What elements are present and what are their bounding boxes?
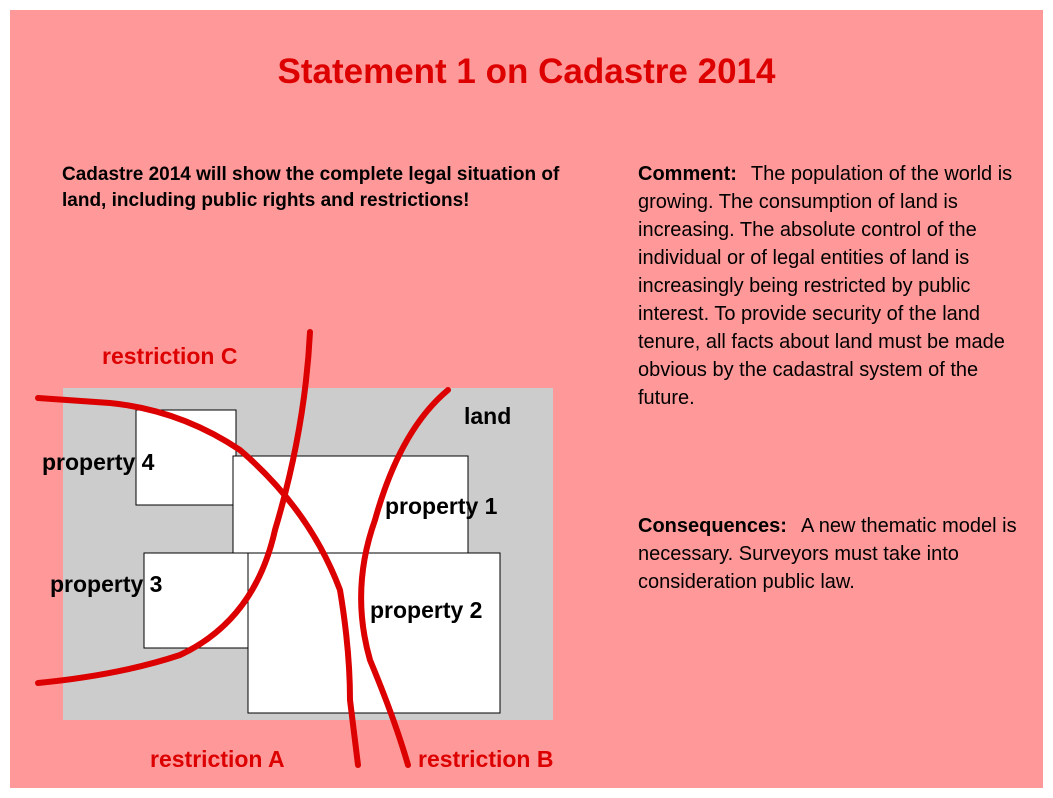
restriction-label: restriction B [418,746,553,772]
comment-text: The population of the world is growing. … [638,163,1013,409]
property-label: property 4 [42,449,155,475]
property-box [135,409,237,506]
diagram: land property 1 property 2 property 3 pr… [35,329,553,772]
comment-label: Comment: [638,163,737,185]
restriction-label: restriction C [102,343,237,369]
land-label: land [464,403,511,429]
property-box [143,552,250,649]
property-label: property 1 [385,493,498,519]
restriction-line [358,387,451,768]
restriction-line [35,395,361,768]
slide: Statement 1 on Cadastre 2014 Cadastre 20… [10,10,1043,788]
consequences: Consequences: A new thematic model is nec… [638,512,1038,596]
restriction-line [35,329,313,686]
consequences-label: Consequences: [638,515,787,537]
consequences-text: A new thematic model is necessary. Surve… [638,515,1017,593]
statement: Cadastre 2014 will show the complete leg… [62,164,560,211]
restriction-label: restriction A [150,746,285,772]
title: Statement 1 on Cadastre 2014 [277,52,776,91]
comment: Comment: The population of the world is g… [638,160,1038,412]
property-label: property 3 [50,571,162,597]
property-label: property 2 [370,597,482,623]
property-box [247,552,501,714]
